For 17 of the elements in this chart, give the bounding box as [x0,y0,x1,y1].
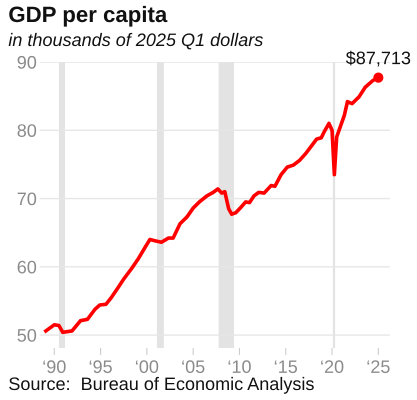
y-tick-label: 70 [18,192,36,206]
y-tick-label: 90 [18,56,36,69]
y-tick-label: 60 [18,260,36,274]
x-tick-label: ‘05 [182,360,204,374]
x-tick-label: ‘25 [367,360,390,374]
x-tick-label: ‘10 [228,360,251,374]
y-tick-label: 50 [17,328,36,342]
x-tick-label: ‘20 [321,360,344,374]
chart-title: GDP per capita [9,6,168,27]
chart-subtitle: in thousands of 2025 Q1 dollars [8,32,263,50]
source-note: Source: Bureau of Economic Analysis [9,376,314,394]
y-tick-label: 80 [18,124,36,137]
x-tick-label: ‘15 [274,360,298,374]
annotation: $87,713 [346,50,410,66]
x-tick-label: ‘90 [43,360,66,374]
x-tick-label: ‘00 [136,360,158,374]
x-tick-label: ‘95 [90,360,112,374]
